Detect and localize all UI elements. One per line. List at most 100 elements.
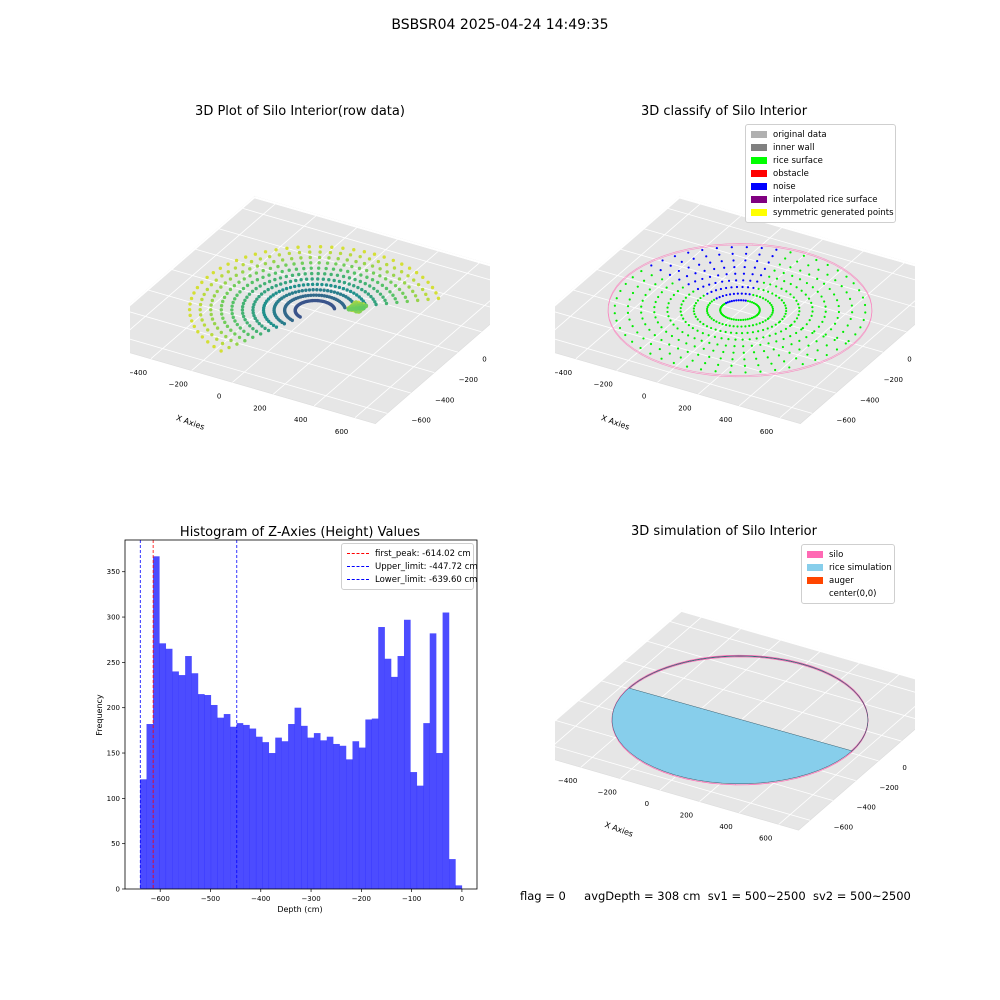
x-tick-label: −600 [151,895,170,903]
legend-label: auger [829,575,854,586]
axis-pane [555,197,915,424]
y-tick-label: −200 [880,784,899,792]
legend-label: inner wall [773,142,815,153]
legend-swatch [751,144,767,151]
histogram-bar [333,743,340,889]
sv2-value: sv2 = 500~2500 [812,889,911,903]
histogram-bar [198,694,205,889]
legend-swatch [807,551,823,558]
legend-label: symmetric generated points [773,207,894,218]
histogram-bar [275,737,282,889]
y-tick-label: 300 [107,614,120,622]
legend-item: inner wall [751,141,890,154]
legend-label: obstacle [773,168,809,179]
legend-swatch [347,566,369,567]
legend-swatch [751,157,767,164]
simulation-legend: silo rice simulation auger center(0,0) [801,544,895,604]
histogram-bar [449,859,456,889]
flag-value: flag = 0 [520,889,566,903]
legend-item: original data [751,128,890,141]
x-tick-label: 600 [759,834,772,842]
simulation-plot-title: 3D simulation of Silo Interior [631,524,817,539]
raw-data-3d-plot[interactable]: −600−400−2000200400600−600−400−200020040… [130,130,490,470]
histogram-bar [429,633,437,889]
y-tick-label: −200 [459,376,478,384]
legend-swatch [751,183,767,190]
histogram-bar [146,724,154,889]
histogram-bar [436,753,443,889]
simulation-3d-plot[interactable]: −600−400−2000200400600−600−400−200020040… [555,550,915,880]
legend-item: rice surface [751,154,890,167]
legend-label: Upper_limit: -447.72 cm [375,561,478,572]
histogram-bar [217,717,224,889]
legend-item: center(0,0) [807,587,889,600]
legend-item: Upper_limit: -447.72 cm [347,560,478,573]
legend-item: Lower_limit: -639.60 cm [347,573,477,586]
x-tick-label: 0 [642,393,646,401]
legend-item: first_peak: -614.02 cm [347,547,471,560]
x-tick-label: −200 [352,895,371,903]
grid-line [667,208,915,281]
histogram-bar [391,676,398,889]
grid-line [669,621,915,693]
y-tick-label: 0 [902,764,906,772]
y-tick-label: −600 [834,823,853,831]
grid-line [738,262,905,407]
histogram-legend: first_peak: -614.02 cm Upper_limit: -447.… [341,543,478,590]
grid-line [354,300,490,419]
x-tick-label: 0 [217,393,221,401]
legend-item: symmetric generated points [751,206,894,219]
silo-wireframe [607,243,873,378]
histogram-bar [307,737,315,889]
histogram-bar [371,718,379,889]
legend-swatch [751,196,767,203]
histogram-bar [255,736,263,889]
histogram-bar [204,695,212,889]
legend-item: noise [751,180,890,193]
x-tick-label: 0 [645,800,649,808]
grid-line [647,640,915,720]
histogram-y-axis-label: Frequency [95,694,104,736]
y-tick-label: −400 [857,804,876,812]
x-tick-label: 400 [719,823,732,831]
avg-depth-value: avgDepth = 308 cm [584,889,701,903]
x-tick-label: −400 [130,369,147,377]
y-tick-label: 250 [107,659,120,667]
legend-label: noise [773,181,796,192]
histogram-axes-frame [124,539,478,890]
legend-swatch [751,170,767,177]
x-tick-label: −500 [201,895,220,903]
histogram-title: Histogram of Z-Axies (Height) Values [180,525,420,540]
grid-line [313,262,480,407]
x-tick-label: −200 [169,381,188,389]
grid-line [596,269,884,353]
legend-label: Lower_limit: -639.60 cm [375,574,478,585]
x-tick-label: −400 [558,777,577,785]
x-tick-label: 400 [719,416,732,424]
histogram-bar [352,741,360,889]
histogram-x-axis-label: Depth (cm) [277,905,322,914]
histogram-bar [313,733,321,889]
histogram-bar [281,741,289,889]
axis-pane [130,197,490,424]
histogram-bar [288,724,295,889]
x-axis-label: X Axies [600,413,631,432]
histogram-bar [152,556,160,889]
classify-3d-plot[interactable]: −600−400−2000200400600−600−400−200020040… [555,130,915,470]
histogram-bar [210,704,218,889]
legend-label: original data [773,129,827,140]
histogram-bar [236,723,244,889]
x-tick-label: 400 [294,416,307,424]
legend-label: rice simulation [829,562,892,573]
y-tick-label: 0 [907,355,911,363]
legend-label: center(0,0) [829,588,877,599]
classify-plot-title: 3D classify of Silo Interior [640,104,808,119]
x-tick-label: −400 [555,369,572,377]
x-tick-label: −400 [251,895,270,903]
grid-line [644,228,915,308]
histogram-bar [140,779,147,889]
y-tick-label: 0 [116,886,120,894]
x-tick-label: 600 [335,428,348,436]
legend-label: interpolated rice surface [773,194,878,205]
sv1-value: sv1 = 500~2500 [707,889,806,903]
